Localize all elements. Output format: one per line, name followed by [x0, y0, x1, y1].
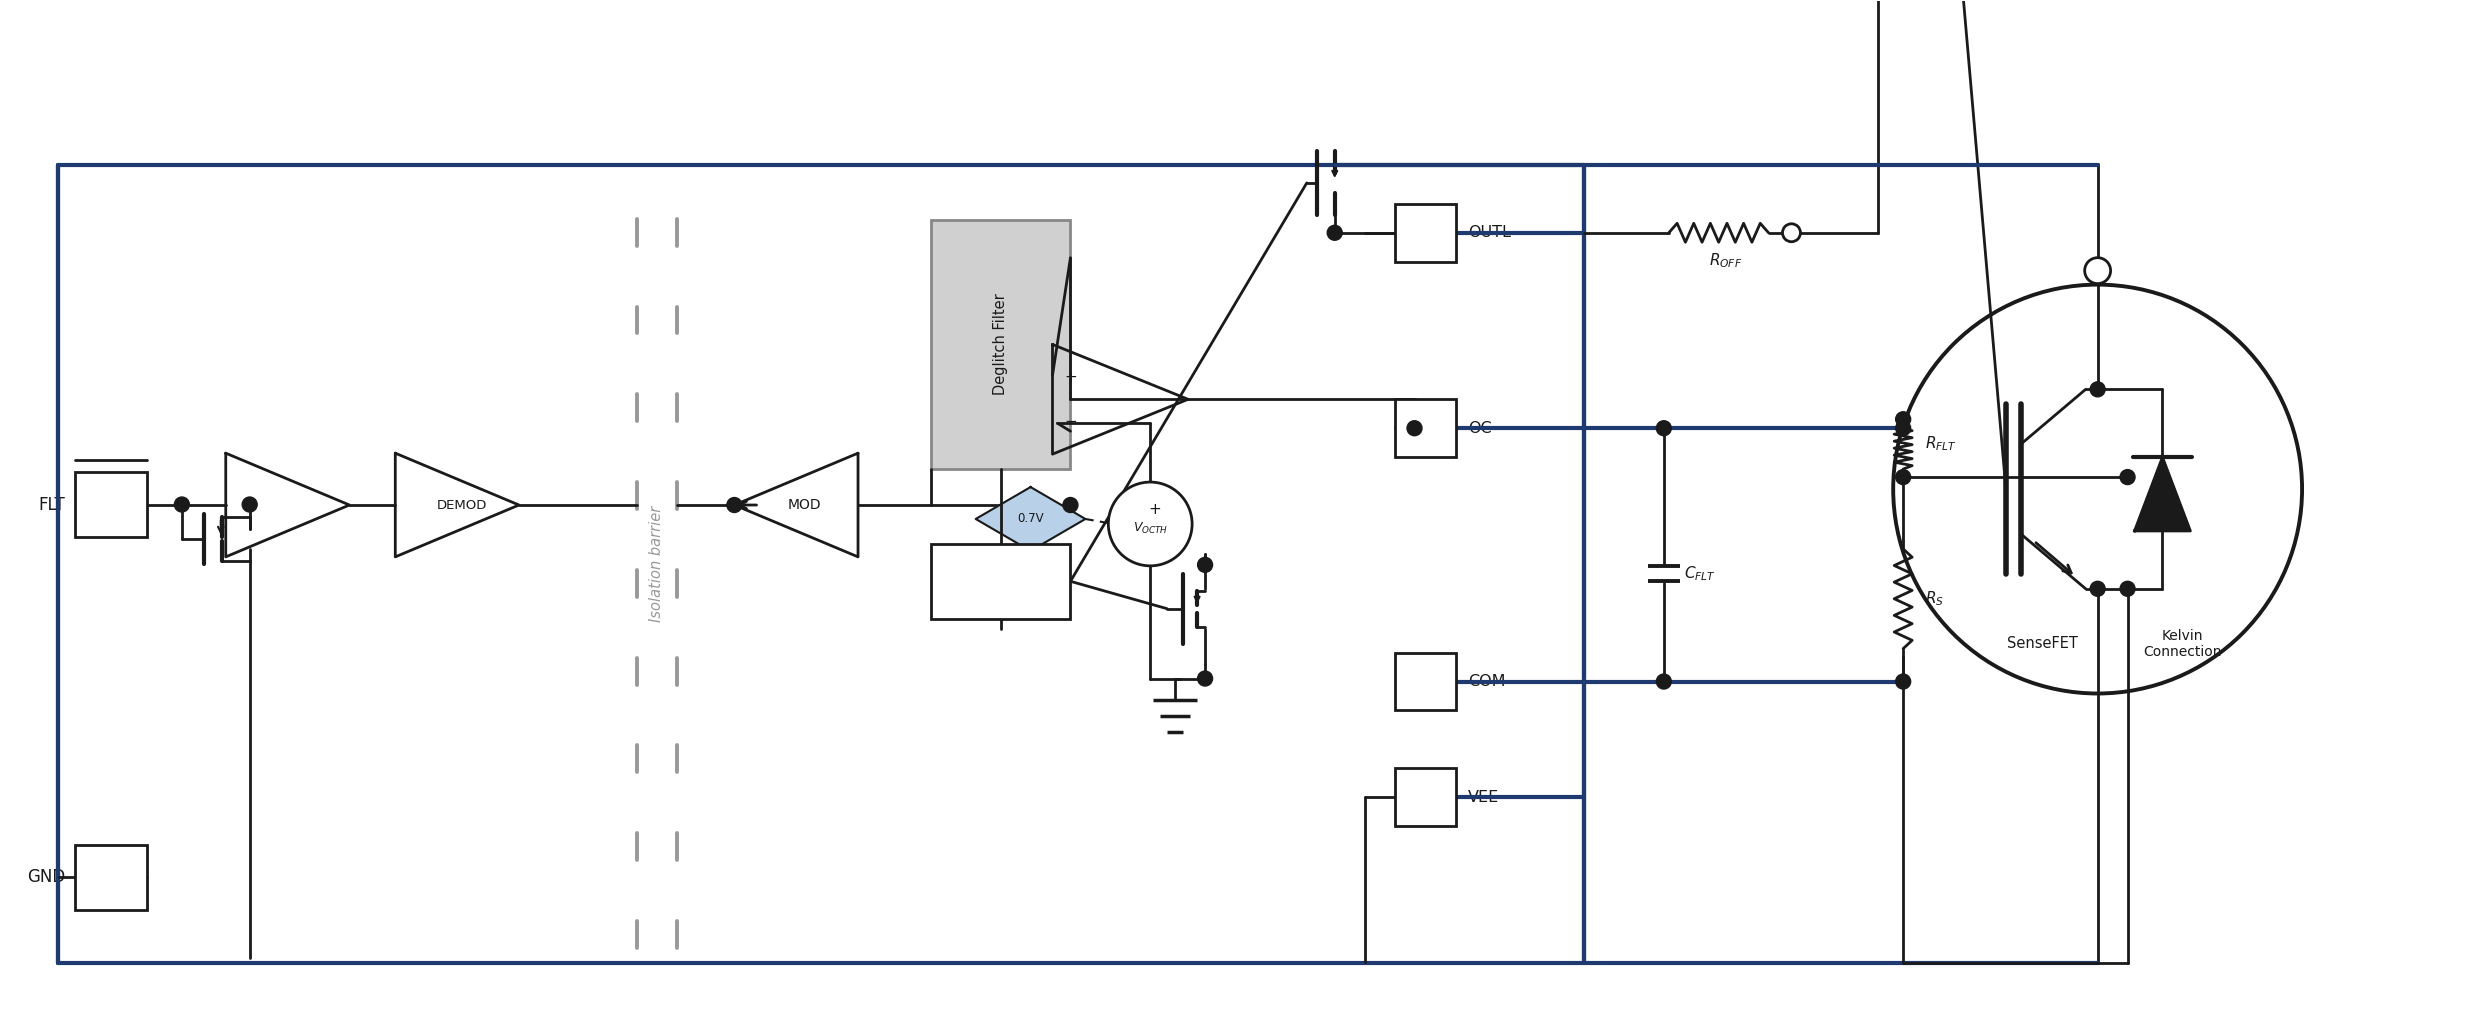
Bar [932, 220, 1070, 469]
Text: Kelvin
Connection: Kelvin Connection [2142, 629, 2221, 658]
Text: −: − [1065, 414, 1077, 429]
Circle shape [1893, 284, 2302, 694]
Circle shape [1656, 421, 1671, 436]
Text: +: + [1065, 370, 1077, 385]
Text: OUTL: OUTL [1469, 225, 1511, 240]
Circle shape [1896, 421, 1910, 436]
Text: 0.7V: 0.7V [1018, 513, 1043, 526]
Circle shape [1198, 672, 1213, 686]
Circle shape [2085, 258, 2110, 283]
Circle shape [1896, 412, 1910, 427]
Text: $R_{OFF}$: $R_{OFF}$ [1708, 252, 1743, 270]
Bar [74, 845, 148, 910]
Text: DEMOD: DEMOD [436, 498, 488, 512]
Text: $R_S$: $R_S$ [1925, 589, 1945, 608]
Bar [1395, 652, 1457, 710]
Text: SenseFET: SenseFET [2007, 636, 2078, 651]
Text: +: + [1149, 501, 1161, 517]
Text: COM: COM [1469, 674, 1506, 689]
Polygon shape [2135, 458, 2191, 531]
Circle shape [2090, 581, 2105, 596]
Circle shape [1198, 557, 1213, 573]
Polygon shape [976, 487, 1085, 551]
Text: GND: GND [27, 868, 64, 887]
Circle shape [2090, 382, 2105, 396]
Bar [932, 544, 1070, 619]
Text: FLT: FLT [39, 495, 64, 514]
Bar [1395, 768, 1457, 826]
Text: $R_{FLT}$: $R_{FLT}$ [1925, 434, 1957, 452]
Text: $V_{OCTH}$: $V_{OCTH}$ [1131, 522, 1168, 536]
Text: $C_{FLT}$: $C_{FLT}$ [1684, 565, 1716, 583]
Circle shape [727, 497, 742, 513]
Circle shape [1896, 470, 1910, 485]
Text: OC: OC [1469, 421, 1491, 436]
Circle shape [1109, 482, 1193, 566]
Text: Isolation barrier: Isolation barrier [648, 505, 663, 622]
Text: Deglitch Filter: Deglitch Filter [993, 293, 1008, 395]
Circle shape [175, 497, 190, 512]
Circle shape [1656, 674, 1671, 689]
Circle shape [1408, 421, 1422, 436]
Circle shape [1062, 497, 1077, 513]
Circle shape [1782, 224, 1799, 242]
Circle shape [1896, 674, 1910, 689]
Circle shape [1326, 225, 1343, 240]
Text: VEE: VEE [1469, 790, 1499, 805]
Circle shape [2120, 581, 2135, 596]
Bar [74, 472, 148, 537]
Text: MOD: MOD [786, 498, 821, 512]
Text: Control
Logic: Control Logic [976, 568, 1025, 595]
Bar [1395, 399, 1457, 458]
Circle shape [2120, 470, 2135, 485]
Bar [1395, 204, 1457, 262]
Circle shape [242, 497, 256, 512]
